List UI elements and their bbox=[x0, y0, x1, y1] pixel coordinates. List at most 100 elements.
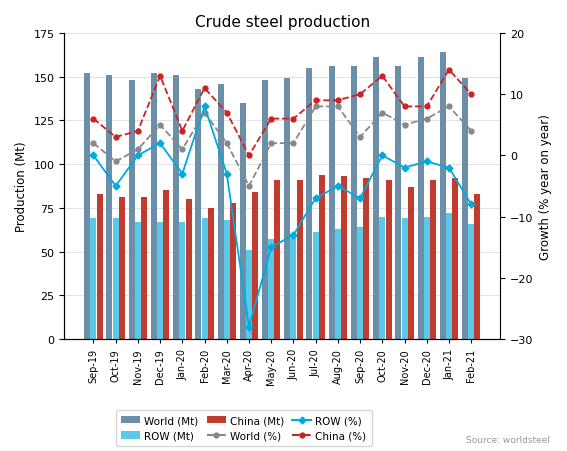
Bar bbox=[417, 58, 424, 339]
Bar bbox=[335, 229, 341, 339]
World (%) bbox=[268, 141, 274, 147]
Bar bbox=[319, 175, 325, 339]
World (%) bbox=[112, 159, 119, 165]
Bar bbox=[107, 76, 112, 339]
China (%) bbox=[112, 135, 119, 140]
ROW (%) bbox=[90, 153, 97, 159]
Title: Crude steel production: Crude steel production bbox=[194, 15, 370, 30]
Bar bbox=[84, 74, 90, 339]
Bar bbox=[395, 67, 401, 339]
Bar bbox=[475, 194, 480, 339]
Bar bbox=[401, 219, 408, 339]
Bar bbox=[179, 222, 185, 339]
Bar bbox=[274, 180, 281, 339]
Bar bbox=[351, 67, 357, 339]
ROW (%) bbox=[335, 184, 341, 189]
Bar bbox=[468, 224, 474, 339]
Bar bbox=[208, 208, 214, 339]
Bar bbox=[218, 84, 223, 339]
Bar bbox=[151, 74, 157, 339]
Bar bbox=[157, 222, 163, 339]
Line: World (%): World (%) bbox=[91, 105, 473, 189]
Line: ROW (%): ROW (%) bbox=[91, 105, 473, 329]
Bar bbox=[386, 180, 392, 339]
World (%) bbox=[446, 105, 452, 110]
Bar bbox=[268, 240, 274, 339]
Bar bbox=[363, 179, 369, 339]
ROW (%) bbox=[290, 233, 297, 238]
Bar bbox=[224, 221, 230, 339]
China (%) bbox=[268, 117, 274, 122]
ROW (%) bbox=[312, 196, 319, 202]
ROW (%) bbox=[268, 245, 274, 250]
World (%) bbox=[223, 141, 230, 147]
ROW (%) bbox=[134, 153, 141, 159]
World (%) bbox=[156, 123, 163, 128]
World (%) bbox=[401, 123, 408, 128]
Bar bbox=[246, 250, 252, 339]
Legend: World (Mt), ROW (Mt), China (Mt), World (%), ROW (%), China (%): World (Mt), ROW (Mt), China (Mt), World … bbox=[116, 410, 371, 446]
Bar bbox=[440, 53, 446, 339]
China (%) bbox=[246, 153, 252, 159]
China (%) bbox=[223, 110, 230, 116]
China (%) bbox=[90, 117, 97, 122]
Bar bbox=[163, 191, 170, 339]
ROW (%) bbox=[112, 184, 119, 189]
Bar bbox=[408, 188, 414, 339]
Bar bbox=[240, 104, 246, 339]
Bar bbox=[252, 193, 258, 339]
ROW (%) bbox=[468, 202, 475, 207]
Bar bbox=[185, 200, 192, 339]
China (%) bbox=[468, 92, 475, 98]
World (%) bbox=[379, 110, 386, 116]
Bar bbox=[284, 79, 290, 339]
Bar bbox=[312, 233, 319, 339]
Bar bbox=[96, 194, 103, 339]
China (%) bbox=[290, 117, 297, 122]
World (%) bbox=[290, 141, 297, 147]
Bar bbox=[230, 203, 236, 339]
Bar bbox=[262, 81, 268, 339]
Bar bbox=[297, 180, 303, 339]
World (%) bbox=[179, 147, 186, 152]
Bar bbox=[173, 76, 179, 339]
World (%) bbox=[335, 105, 341, 110]
Bar bbox=[462, 79, 468, 339]
ROW (%) bbox=[357, 196, 363, 202]
Bar bbox=[341, 177, 347, 339]
Bar bbox=[90, 219, 96, 339]
Bar bbox=[195, 90, 201, 339]
China (%) bbox=[401, 105, 408, 110]
China (%) bbox=[446, 68, 452, 73]
Bar bbox=[424, 217, 430, 339]
Bar bbox=[306, 69, 312, 339]
Bar bbox=[357, 228, 363, 339]
Line: China (%): China (%) bbox=[91, 68, 473, 158]
China (%) bbox=[357, 92, 363, 98]
Bar bbox=[113, 219, 119, 339]
Bar bbox=[135, 222, 141, 339]
ROW (%) bbox=[379, 153, 386, 159]
Bar bbox=[329, 67, 335, 339]
China (%) bbox=[312, 98, 319, 104]
Bar bbox=[290, 238, 297, 339]
World (%) bbox=[90, 141, 97, 147]
Text: Source: worldsteel: Source: worldsteel bbox=[466, 435, 550, 444]
ROW (%) bbox=[156, 141, 163, 147]
China (%) bbox=[134, 129, 141, 134]
Y-axis label: Production (Mt): Production (Mt) bbox=[15, 141, 28, 232]
ROW (%) bbox=[446, 166, 452, 171]
Bar bbox=[129, 81, 134, 339]
Bar bbox=[379, 217, 386, 339]
ROW (%) bbox=[201, 105, 208, 110]
World (%) bbox=[134, 147, 141, 152]
Bar bbox=[430, 180, 436, 339]
China (%) bbox=[201, 86, 208, 92]
ROW (%) bbox=[401, 166, 408, 171]
ROW (%) bbox=[179, 172, 186, 177]
Bar bbox=[201, 219, 208, 339]
World (%) bbox=[246, 184, 252, 189]
World (%) bbox=[424, 117, 430, 122]
World (%) bbox=[357, 135, 363, 140]
World (%) bbox=[312, 105, 319, 110]
